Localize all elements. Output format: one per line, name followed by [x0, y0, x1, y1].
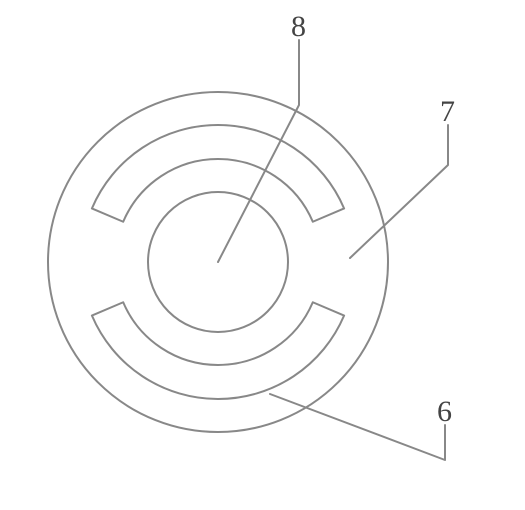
- callout-7-label: 7: [440, 95, 455, 128]
- slot-bottom: [92, 302, 344, 399]
- slot-top: [92, 125, 344, 222]
- callout-8-leader: [218, 40, 299, 262]
- diagram-svg: 6 7 8: [0, 0, 525, 510]
- callout-6-leader: [270, 394, 445, 460]
- callout-8-label: 8: [291, 10, 306, 43]
- callout-6-label: 6: [437, 395, 452, 428]
- callout-7-leader: [350, 125, 448, 258]
